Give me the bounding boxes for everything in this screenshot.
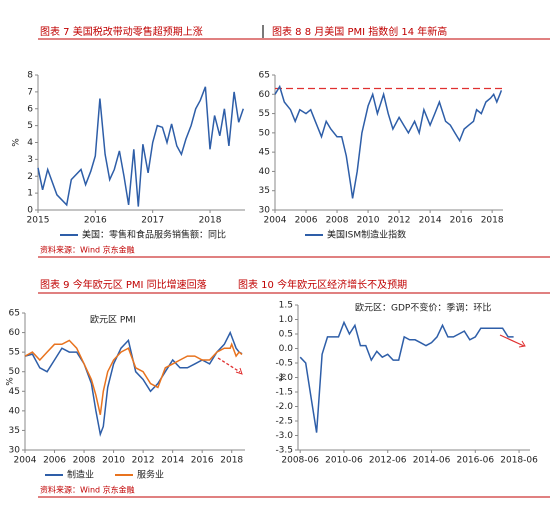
y-tick-label: -3.5 (275, 446, 293, 456)
y-axis-label: % (6, 377, 16, 386)
x-tick-label: 2014 (161, 456, 184, 466)
y-tick-label: 6 (27, 104, 33, 114)
legend-label: 制造业 (67, 469, 94, 481)
y-tick-label: -3.0 (275, 431, 293, 441)
y-tick-label: 1.5 (279, 301, 293, 311)
y-axis-label: % (12, 138, 22, 147)
x-tick-label: 2004 (264, 216, 287, 226)
x-tick-label: 2017 (141, 216, 164, 226)
y-tick-label: 55 (259, 109, 270, 119)
y-tick-label: 2 (27, 172, 33, 182)
series-line (24, 339, 243, 415)
series-line (299, 320, 514, 433)
x-tick-label: 2010 (357, 216, 380, 226)
y-tick-label: 35 (9, 426, 20, 436)
x-tick-label: 2018 (481, 216, 504, 226)
legend-label: 美国：零售和食品服务销售额：同比 (82, 229, 226, 241)
y-tick-label: 40 (9, 406, 21, 416)
y-tick-label: -1.5 (275, 388, 293, 398)
y-tick-label: 1.0 (279, 315, 294, 325)
x-tick-label: 2016 (84, 216, 107, 226)
y-tick-label: 40 (259, 167, 271, 177)
y-tick-label: 65 (259, 71, 270, 81)
x-tick-label: 2006 (43, 456, 66, 466)
y-tick-label: 0 (27, 206, 33, 216)
source: 资料来源：Wind 京东金融 (40, 485, 135, 495)
chart-title: 图表 10 今年欧元区经济增长不及预期 (238, 278, 407, 291)
x-tick-label: 2018 (199, 216, 222, 226)
y-tick-label: 0.5 (279, 330, 293, 340)
legend-label: 美国ISM制造业指数 (327, 229, 406, 241)
x-tick-label: 2004 (14, 456, 37, 466)
y-tick-label: -0.5 (275, 359, 293, 369)
x-tick-label: 2012-06 (369, 456, 407, 466)
y-tick-label: -1.0 (275, 373, 293, 383)
x-tick-label: 2010-06 (325, 456, 363, 466)
y-tick-label: 1 (27, 189, 33, 199)
y-tick-label: 30 (259, 206, 271, 216)
y-tick-label: 7 (27, 87, 33, 97)
chart-title: 图表 8 8 月美国 PMI 指数创 14 年新高 (272, 25, 447, 38)
legend-label: 服务业 (137, 469, 164, 481)
y-tick-label: 45 (259, 148, 270, 158)
y-tick-label: -2.0 (275, 402, 293, 412)
y-tick-label: 60 (9, 328, 21, 338)
chart-title: 图表 9 今年欧元区 PMI 同比增速回落 (40, 278, 207, 291)
y-tick-label: 65 (9, 309, 20, 319)
series-line (37, 86, 245, 207)
chart-title: 图表 7 美国税改带动零售超预期上涨 (40, 25, 203, 38)
x-tick-label: 2008 (326, 216, 349, 226)
y-tick-label: 4 (27, 138, 33, 148)
x-tick-label: 2010 (102, 456, 125, 466)
y-tick-label: 0.0 (279, 344, 294, 354)
source: 资料来源：Wind 京东金融 (40, 245, 135, 255)
x-tick-label: 2016 (191, 456, 214, 466)
series-line (274, 84, 503, 199)
y-tick-label: 50 (9, 367, 21, 377)
y-tick-label: 5 (27, 121, 33, 131)
y-tick-label: 35 (259, 186, 270, 196)
arrow (235, 367, 243, 375)
y-tick-label: 60 (259, 90, 271, 100)
x-tick-label: 2014 (419, 216, 442, 226)
y-tick-label: 30 (9, 446, 21, 456)
y-tick-label: 3 (27, 155, 33, 165)
x-tick-label: 2018-06 (500, 456, 538, 466)
arrow (518, 340, 526, 348)
chart-subtitle: 欧元区：GDP不变价：季调：环比 (355, 302, 491, 314)
y-axis-label: % (279, 373, 289, 382)
y-tick-label: 8 (27, 71, 33, 81)
x-tick-label: 2016 (450, 216, 473, 226)
y-tick-label: 55 (9, 348, 20, 358)
chart-subtitle: 欧元区 PMI (90, 314, 136, 326)
x-tick-label: 2008-06 (281, 456, 319, 466)
x-tick-label: 2015 (27, 216, 50, 226)
y-tick-label: -2.5 (275, 417, 293, 427)
series-line (24, 330, 243, 438)
arrow (217, 357, 241, 373)
x-tick-label: 2006 (295, 216, 318, 226)
x-tick-label: 2018 (220, 456, 243, 466)
x-tick-label: 2016-06 (456, 456, 494, 466)
y-tick-label: 45 (9, 387, 20, 397)
y-tick-label: 50 (259, 128, 271, 138)
arrow (499, 334, 525, 347)
x-tick-label: 2008 (73, 456, 96, 466)
x-tick-label: 2012 (132, 456, 155, 466)
x-tick-label: 2012 (388, 216, 411, 226)
x-tick-label: 2014-06 (413, 456, 451, 466)
